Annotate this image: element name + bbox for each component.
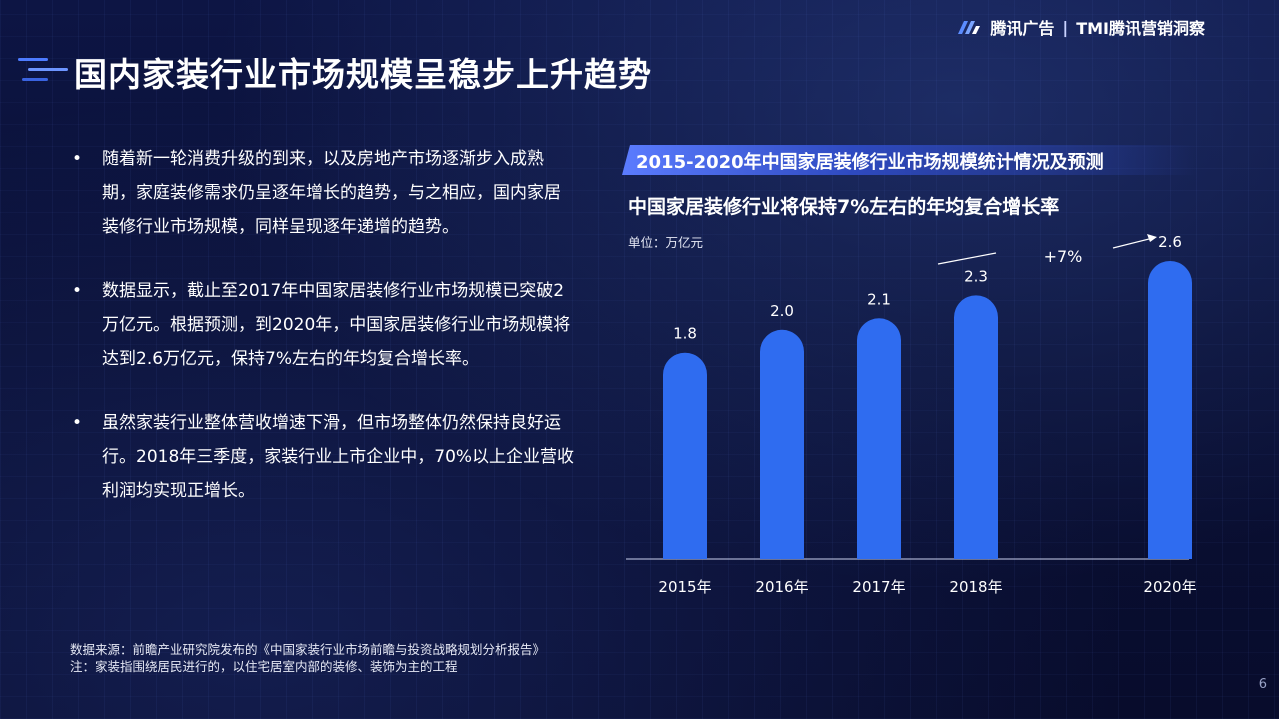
bullet-item: • 随着新一轮消费升级的到来，以及房地产市场逐渐步入成熟期，家庭装修需求仍呈逐年… xyxy=(72,142,577,244)
bar xyxy=(1148,261,1192,559)
data-label: 2.1 xyxy=(867,290,891,308)
bullet-item: • 数据显示，截止至2017年中国家居装修行业市场规模已突破2万亿元。根据预测，… xyxy=(72,274,577,376)
category-label: 2020年 xyxy=(1143,578,1196,596)
brand: 腾讯广告 | TMI腾讯营销洞察 xyxy=(956,14,1205,40)
brand-sub: TMI腾讯营销洞察 xyxy=(1076,19,1205,38)
bar xyxy=(760,329,804,559)
category-label: 2016年 xyxy=(755,578,808,596)
category-label: 2018年 xyxy=(949,578,1002,596)
bar xyxy=(857,318,901,559)
category-label: 2017年 xyxy=(852,578,905,596)
chart-unit: 单位：万亿元 xyxy=(628,235,704,250)
tencent-ads-logo-icon xyxy=(958,21,981,34)
arrow-head-icon xyxy=(1147,234,1157,242)
chart-subtitle: 中国家居装修行业将保持7%左右的年均复合增长率 xyxy=(628,196,1060,218)
data-label: 2.3 xyxy=(964,267,988,285)
footnote: 数据来源：前瞻产业研究院发布的《中国家装行业市场前瞻与投资战略规划分析报告》 注… xyxy=(70,641,545,675)
data-label: 2.6 xyxy=(1158,233,1182,251)
data-label: 1.8 xyxy=(673,325,697,343)
bullet-marker: • xyxy=(72,149,83,169)
footnote-source: 数据来源：前瞻产业研究院发布的《中国家装行业市场前瞻与投资战略规划分析报告》 xyxy=(70,642,546,657)
bullet-marker: • xyxy=(72,413,83,433)
bullet-marker: • xyxy=(72,281,83,301)
bar-chart: 1.8 2015年 2.0 2016年 2.1 2017年 2.3 2018年 2.6 2020年… xyxy=(626,233,1197,596)
data-label: 2.0 xyxy=(770,302,794,320)
brand-name: 腾讯广告 xyxy=(990,19,1055,38)
bar xyxy=(954,295,998,559)
chart-banner xyxy=(622,145,1197,175)
bar xyxy=(663,352,707,559)
bullet-text: 数据显示，截止至2017年中国家居装修行业市场规模已突破2万亿元。根据预测，到2… xyxy=(102,281,571,369)
page-title: 国内家装行业市场规模呈稳步上升趋势 xyxy=(74,55,652,94)
growth-annotation: +7% xyxy=(1044,247,1083,266)
chart-title: 2015-2020年中国家居装修行业市场规模统计情况及预测 xyxy=(636,152,1104,173)
bullet-item: • 虽然家装行业整体营收增速下滑，但市场整体仍然保持良好运行。2018年三季度，… xyxy=(72,406,577,508)
brand-separator: | xyxy=(1062,17,1069,37)
bullet-list: • 随着新一轮消费升级的到来，以及房地产市场逐渐步入成熟期，家庭装修需求仍呈逐年… xyxy=(72,142,577,538)
footnote-note: 注：家装指围绕居民进行的，以住宅居室内部的装修、装饰为主的工程 xyxy=(70,659,458,674)
bullet-text: 随着新一轮消费升级的到来，以及房地产市场逐渐步入成熟期，家庭装修需求仍呈逐年增长… xyxy=(102,149,561,237)
title-lines-icon xyxy=(18,58,68,81)
bullet-text: 虽然家装行业整体营收增速下滑，但市场整体仍然保持良好运行。2018年三季度，家装… xyxy=(102,413,575,501)
growth-arrow-line xyxy=(1112,237,1154,249)
category-label: 2015年 xyxy=(658,578,711,596)
page-number: 6 xyxy=(1258,677,1267,692)
growth-arrow-line xyxy=(937,252,997,265)
